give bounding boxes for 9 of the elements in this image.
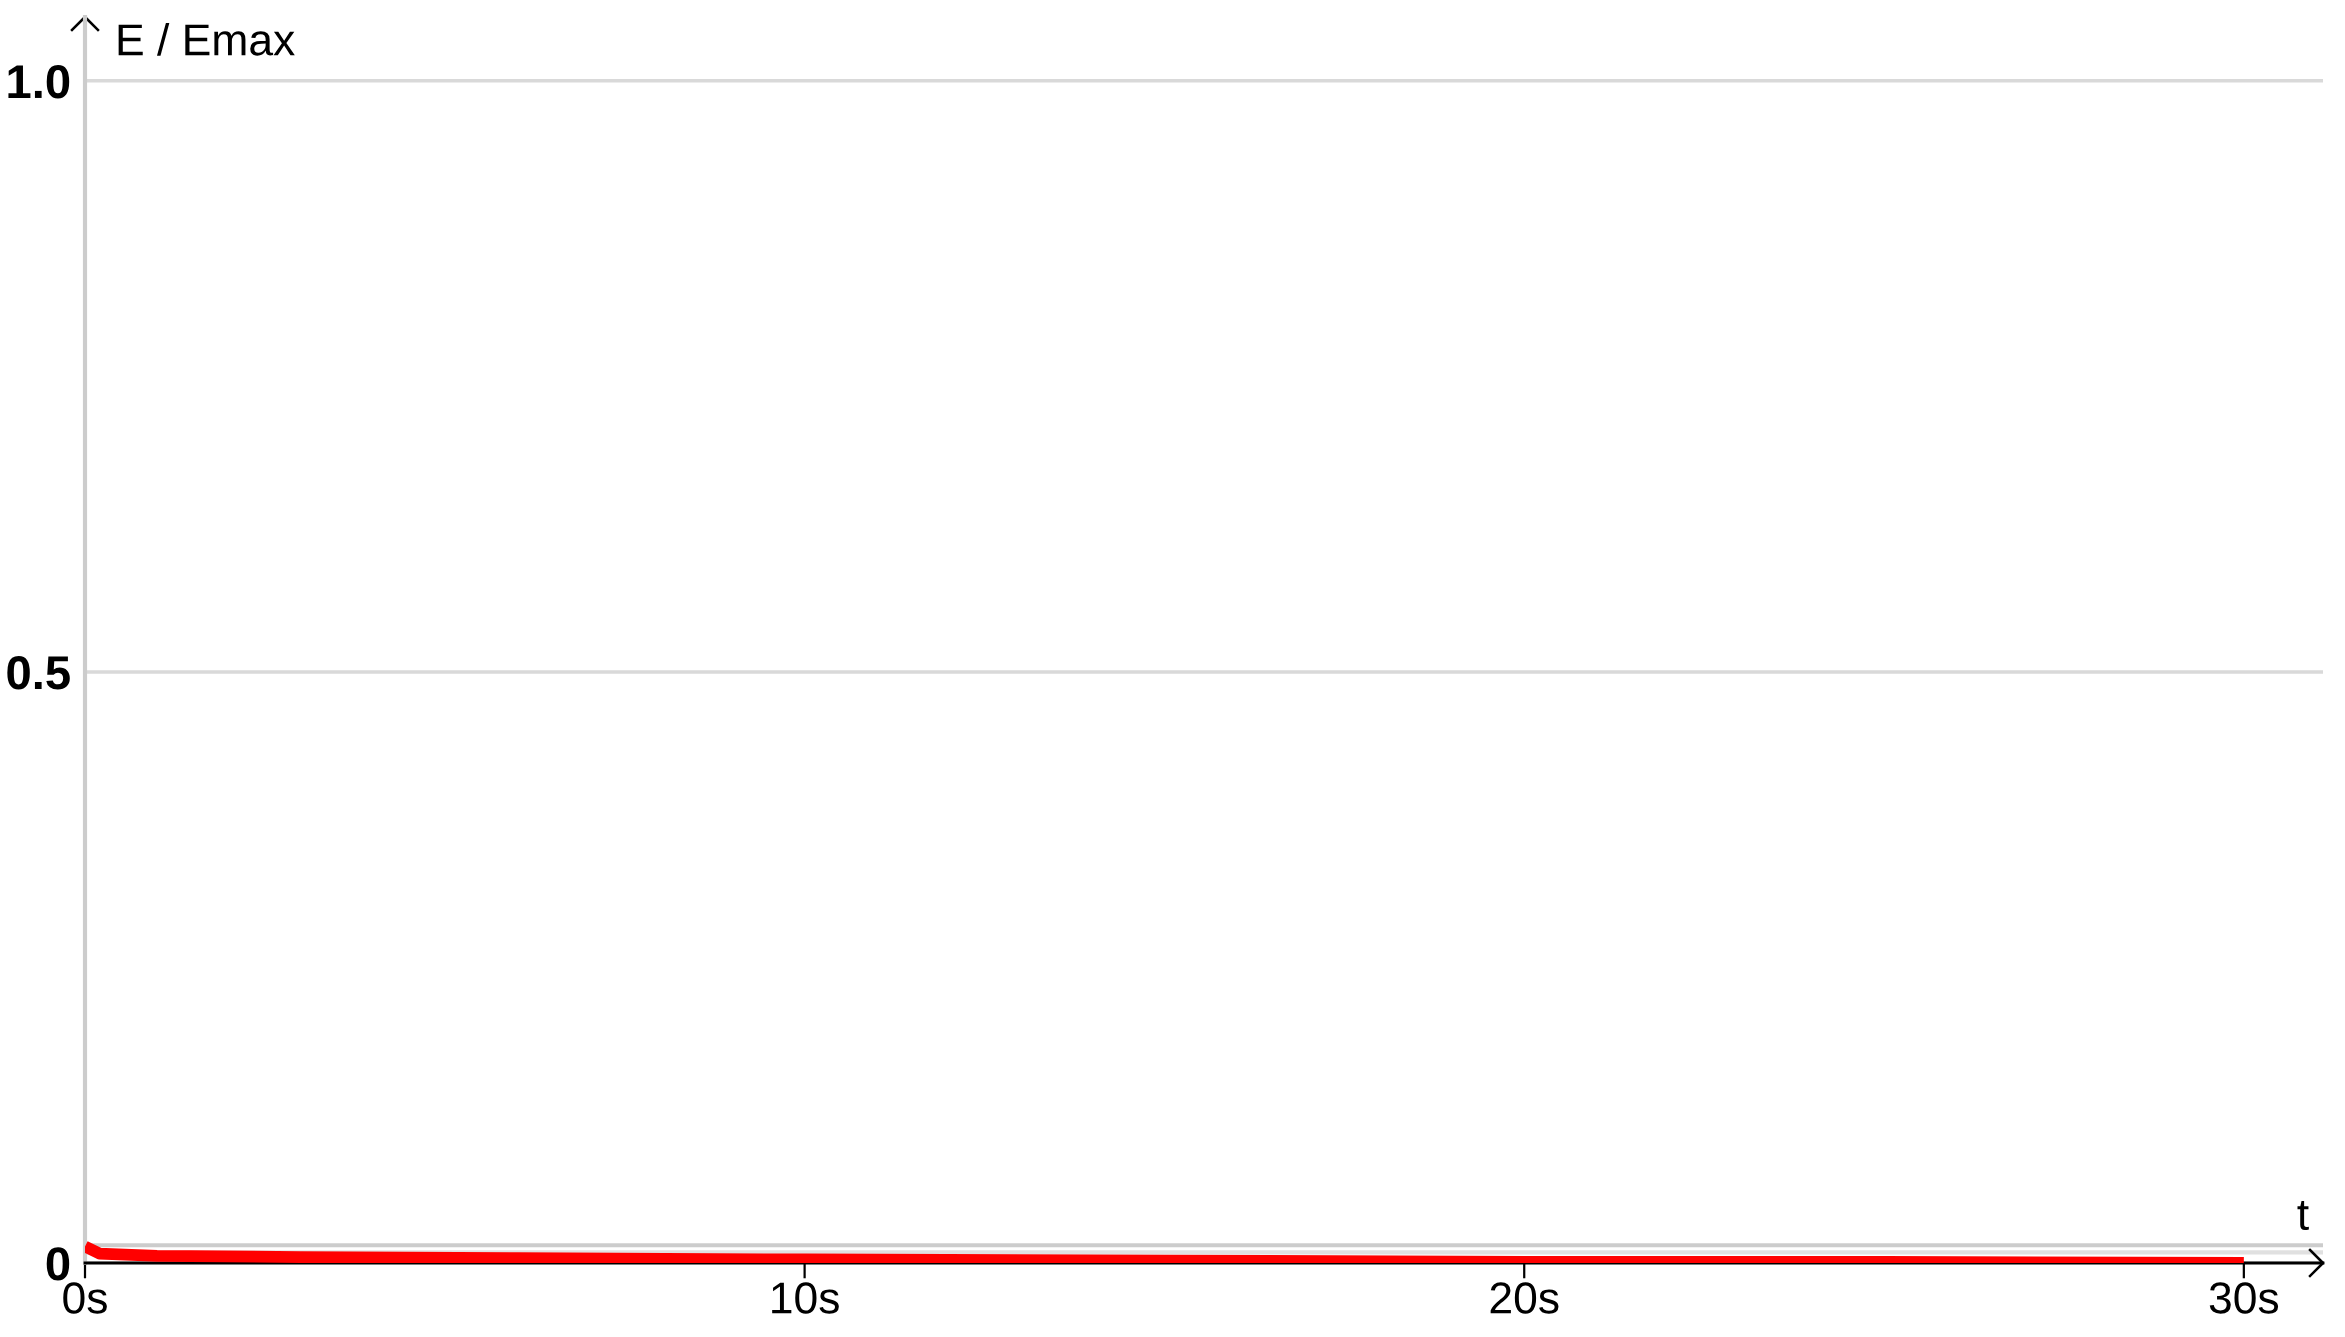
y-tick-label: 1.0 [8, 64, 70, 99]
x-tick-label: 0s [63, 1282, 107, 1314]
y-axis-title: E / Emax [118, 23, 295, 56]
x-tick-label: 10s [772, 1282, 839, 1314]
x-tick-label: 30s [2209, 1282, 2279, 1314]
x-axis-title: t [2297, 1201, 2309, 1231]
x-tick-label: 20s [1490, 1282, 1559, 1314]
y-tick-label: 0.5 [7, 656, 70, 690]
y-tick-label: 0 [46, 1247, 70, 1281]
